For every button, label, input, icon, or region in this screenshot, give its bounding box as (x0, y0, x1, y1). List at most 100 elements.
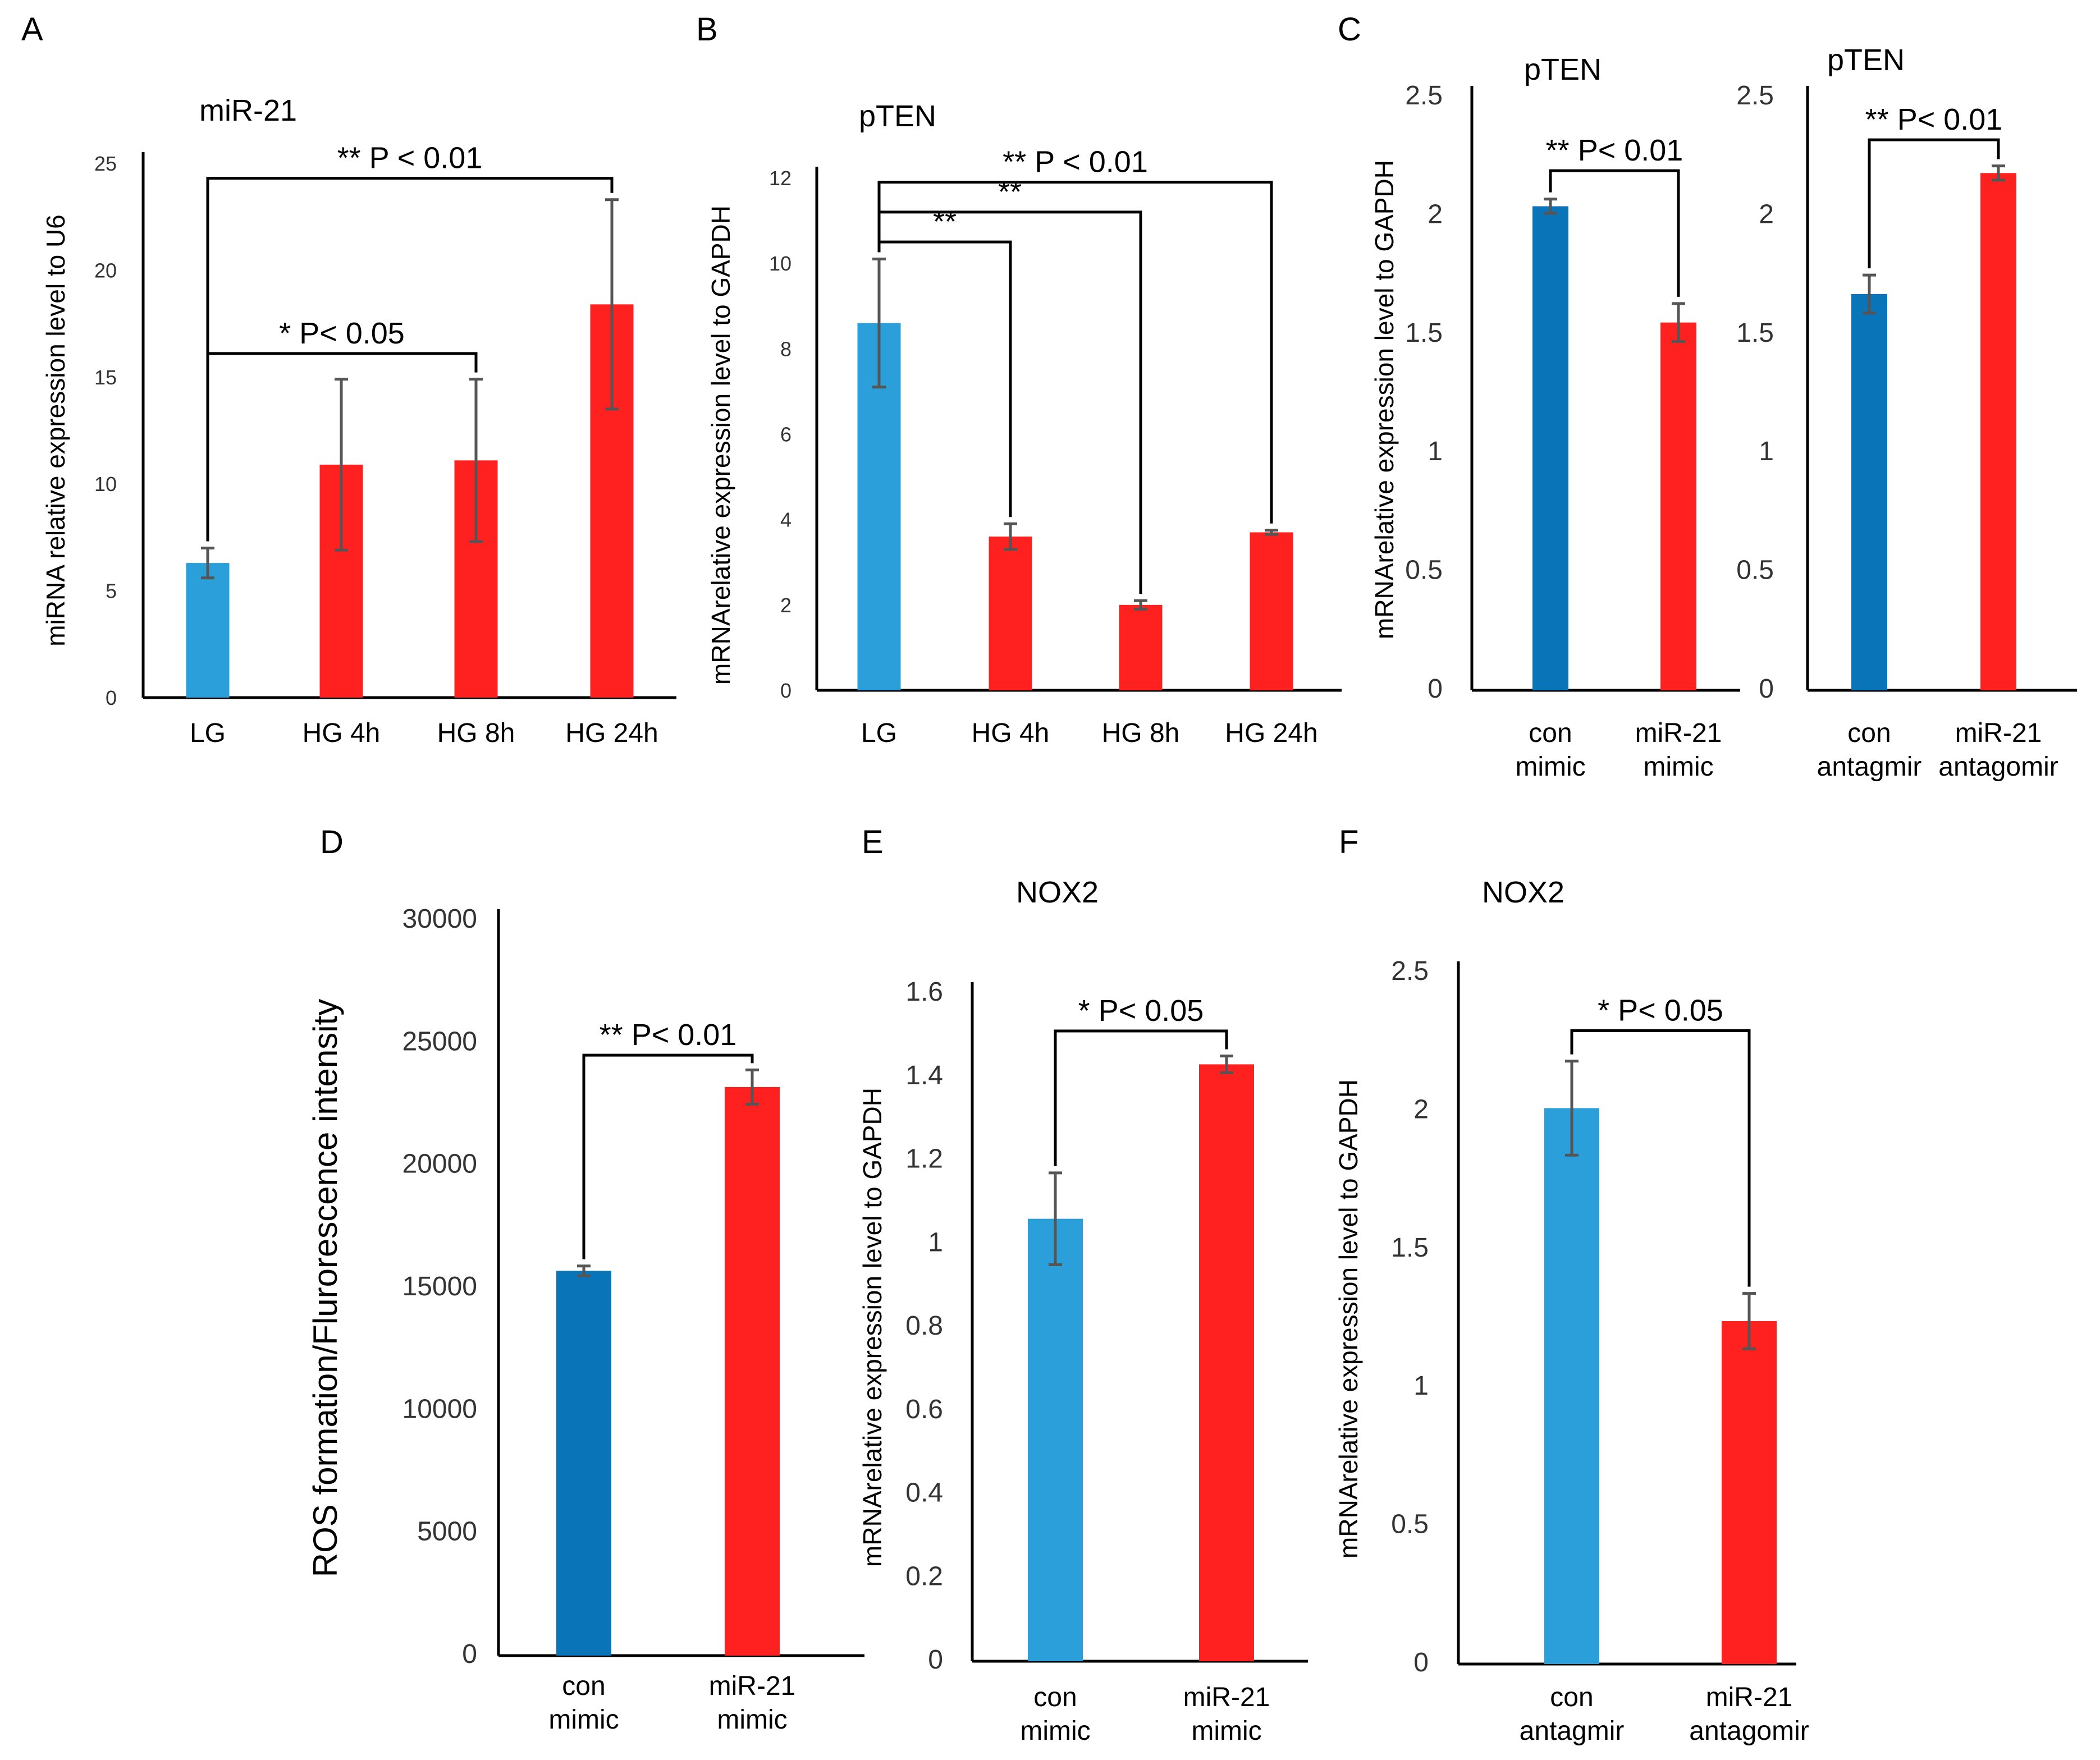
chart-panel-d: D ROS formation/Flurorescence intensity 0 5… (306, 824, 864, 1735)
bar (556, 1271, 611, 1656)
bar (1980, 173, 2016, 690)
panel-letter: C (1338, 11, 1361, 48)
y-tick-label: 6 (780, 423, 791, 446)
y-tick-label: 1.2 (905, 1144, 943, 1174)
y-tick-label: 1 (1428, 437, 1443, 466)
x-category-label: HG 8h (1102, 718, 1180, 748)
error-bar (1004, 522, 1017, 551)
significance-label: ** P < 0.01 (337, 141, 483, 175)
x-category-label: con mimic (1515, 718, 1585, 782)
chart-title: pTEN (859, 99, 936, 133)
error-bar (1672, 302, 1685, 343)
y-tick-label: 25000 (402, 1026, 477, 1056)
bar (1028, 1218, 1083, 1661)
x-category-label: HG 24h (565, 718, 658, 748)
bar (1532, 206, 1568, 690)
x-category-label: HG 4h (972, 718, 1050, 748)
y-tick-label: 0.6 (905, 1395, 943, 1424)
y-axis-label: mRNArelative expression level to GAPDH (706, 205, 735, 685)
y-tick-label: 0.5 (1405, 556, 1443, 585)
significance-bracket (206, 352, 478, 542)
bar (1660, 322, 1696, 690)
significance-bracket (1570, 1029, 1751, 1287)
y-tick-label: 1.5 (1736, 318, 1774, 348)
y-axis-label: miRNA relative expression level to U6 (41, 214, 70, 647)
y-axis-label: ROS formation/Flurorescence intensity (306, 999, 344, 1577)
y-tick-label: 1.5 (1405, 318, 1443, 348)
y-tick-label: 2 (1759, 199, 1774, 229)
y-tick-label: 4 (780, 508, 791, 531)
significance-label: * P< 0.05 (279, 317, 405, 350)
x-category-label: LG (861, 718, 897, 748)
y-tick-label: 0 (462, 1639, 477, 1669)
y-tick-label: 1 (928, 1227, 943, 1257)
y-tick-label: 20 (94, 259, 117, 282)
y-tick-label: 0.8 (905, 1311, 943, 1341)
significance-bracket (1054, 1029, 1228, 1166)
significance-label: * P< 0.05 (1078, 994, 1204, 1028)
error-bar (1134, 599, 1147, 611)
error-bar (1565, 1060, 1579, 1157)
error-bar (745, 1068, 759, 1106)
chart-panel-e: E NOX2 mRNArelative expression level to GA… (858, 824, 1308, 1746)
y-tick-label: 2.5 (1736, 81, 1774, 111)
x-category-label: con antagmir (1817, 718, 1922, 782)
y-axis-label: mRNArelative expression level to GAPDH (1370, 160, 1399, 639)
panel-letter: A (21, 11, 43, 48)
y-tick-label: 10 (769, 252, 791, 275)
x-category-label: con mimic (548, 1671, 619, 1735)
chart-title: pTEN (1524, 53, 1602, 86)
bar (1119, 604, 1163, 690)
error-bar (1863, 273, 1876, 315)
y-tick-label: 1 (1759, 437, 1774, 466)
error-bar (335, 378, 348, 552)
chart-panel-f: F NOX2 mRNArelative expression level to GA… (1334, 824, 1809, 1746)
y-tick-label: 2 (1428, 199, 1443, 229)
error-bar (872, 258, 886, 389)
significance-bracket (206, 177, 614, 542)
bar (1722, 1321, 1777, 1664)
panel-letter: D (320, 824, 344, 860)
y-tick-label: 10000 (402, 1394, 477, 1424)
chart-title: NOX2 (1016, 876, 1099, 909)
y-tick-label: 0.5 (1736, 556, 1774, 585)
y-tick-label: 2 (1413, 1094, 1429, 1124)
significance-label: ** P< 0.01 (1546, 134, 1683, 167)
y-tick-label: 25 (94, 152, 117, 175)
y-tick-label: 0.2 (905, 1561, 943, 1591)
x-category-label: miR-21 mimic (709, 1671, 796, 1735)
y-tick-label: 0 (1759, 674, 1774, 704)
y-tick-label: 12 (769, 167, 791, 190)
x-category-label: miR-21 antagomir (1938, 718, 2058, 782)
y-tick-label: 5000 (417, 1517, 477, 1547)
error-bar (1220, 1055, 1233, 1074)
y-tick-label: 30000 (402, 904, 477, 934)
error-bar (1265, 529, 1278, 536)
bar (725, 1087, 780, 1656)
x-category-label: con antagmir (1520, 1683, 1625, 1746)
chart-title: NOX2 (1482, 876, 1564, 909)
y-tick-label: 20000 (402, 1149, 477, 1179)
y-tick-label: 2.5 (1391, 956, 1429, 986)
y-tick-label: 0 (106, 686, 117, 709)
significance-bracket (1549, 169, 1680, 297)
y-tick-label: 0.4 (905, 1478, 943, 1508)
bar (186, 563, 230, 698)
panel-letter: F (1339, 824, 1358, 860)
y-tick-label: 1.6 (905, 977, 943, 1007)
significance-bracket (582, 1053, 754, 1259)
error-bar (1544, 198, 1557, 215)
x-category-label: HG 8h (437, 718, 515, 748)
significance-label: ** P< 0.01 (600, 1018, 737, 1052)
y-tick-label: 1.4 (905, 1061, 943, 1090)
error-bar (469, 378, 483, 543)
error-bar (1049, 1171, 1062, 1266)
significance-label: ** (998, 175, 1022, 209)
x-category-label: miR-21 antagomir (1689, 1683, 1809, 1746)
x-category-label: con mimic (1020, 1683, 1090, 1746)
error-bar (577, 1264, 591, 1277)
